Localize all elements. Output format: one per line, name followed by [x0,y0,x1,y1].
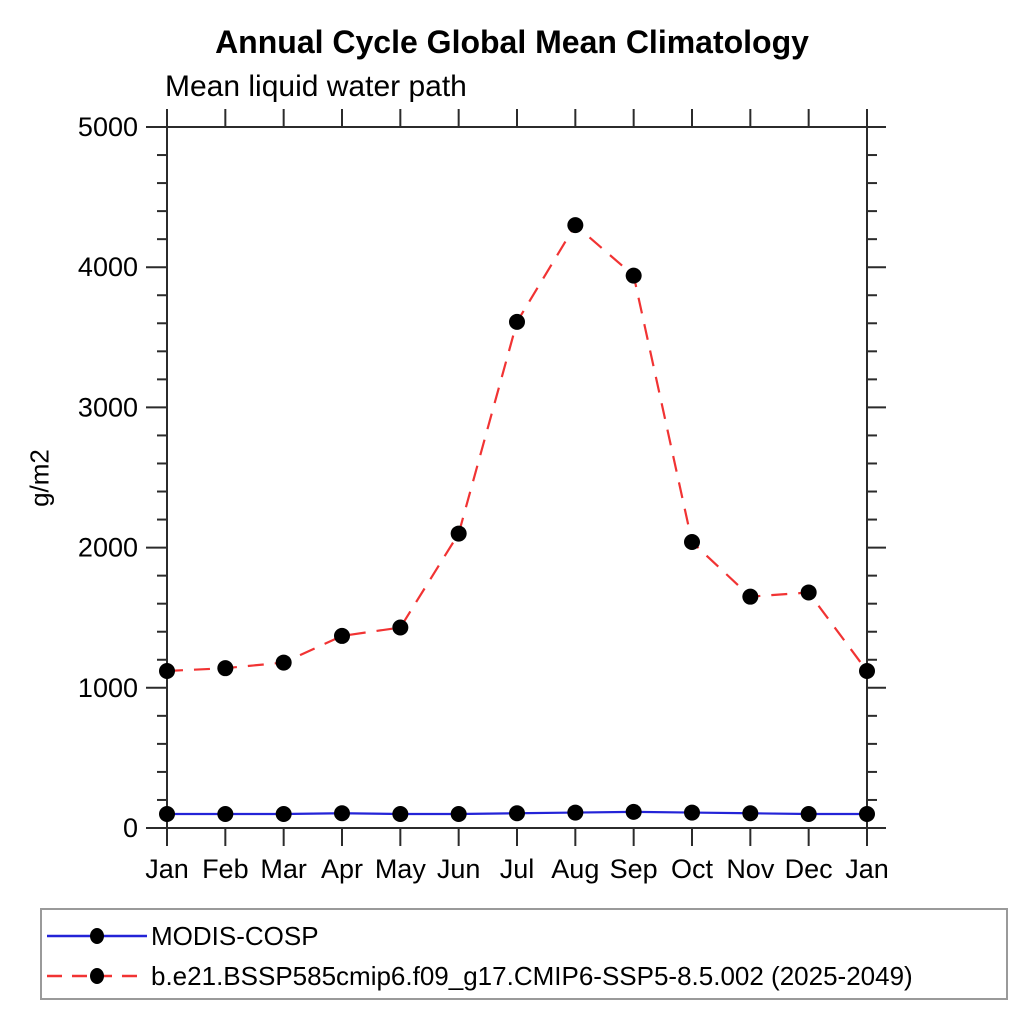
legend-line-sample-dashed [47,968,147,984]
x-tick-label: Jun [437,854,481,884]
legend: MODIS-COSP b.e21.BSSP585cmip6.f09_g17.CM… [40,908,1008,1000]
legend-label-observation: MODIS-COSP [151,920,319,951]
data-point-s1-Dec [800,584,817,601]
page-title: Annual Cycle Global Mean Climatology [215,24,809,60]
data-point-s0-Jul [509,805,525,822]
x-tick-label: Nov [726,854,775,884]
data-point-s0-Jun [450,805,467,822]
data-point-s1-Sep [625,267,642,284]
data-point-s1-Mar [275,654,292,671]
data-point-s0-Nov [742,805,759,822]
data-point-s1-Nov [742,588,759,605]
legend-item-model: b.e21.BSSP585cmip6.f09_g17.CMIP6-SSP5-8.… [47,960,913,991]
data-point-s0-Sep [625,803,642,820]
y-tick-label: 2000 [78,533,138,563]
y-tick-label: 4000 [78,252,138,282]
data-point-s1-Jul [509,313,525,330]
data-point-s1-Jun [450,525,467,542]
data-point-s0-Aug [567,804,584,821]
legend-item-modis-cosp: MODIS-COSP [47,920,319,951]
data-point-s0-Jan [859,805,875,822]
series-line-1 [166,223,868,673]
data-point-s1-Apr [334,627,350,644]
x-tick-label: Aug [551,854,599,884]
x-tick-label: Dec [785,854,833,884]
x-tick-label: Mar [260,854,307,884]
data-point-s0-Jan [159,805,175,822]
x-tick-label: Jul [500,854,535,884]
data-point-s0-May [392,805,409,822]
data-point-s1-May [392,619,409,636]
data-point-s0-Dec [800,805,817,822]
x-tick-label: Jan [145,854,189,884]
x-tick-label: Apr [321,854,363,884]
legend-line-sample-solid [47,928,147,944]
data-point-s0-Apr [334,805,350,822]
x-tick-label: Feb [202,854,249,884]
y-tick-label: 3000 [78,392,138,422]
data-point-s1-Feb [217,660,234,677]
data-point-s0-Oct [684,804,700,821]
plot-frame [166,126,868,829]
y-tick-label: 5000 [78,112,138,142]
data-point-s0-Feb [217,805,234,822]
data-point-s0-Mar [275,805,292,822]
x-tick-label: Jan [845,854,889,884]
y-tick-label: 0 [123,813,138,843]
data-point-s1-Jan [859,662,875,679]
data-point-s1-Oct [684,533,700,550]
data-point-s1-Jan [159,662,175,679]
chart-subtitle: Mean liquid water path [165,70,467,103]
data-point-s1-Aug [567,217,584,234]
y-tick-label: 1000 [78,673,138,703]
x-tick-label: Oct [671,854,714,884]
x-tick-label: May [375,854,427,884]
legend-label-model-run: b.e21.BSSP585cmip6.f09_g17.CMIP6-SSP5-8.… [151,960,913,991]
x-tick-label: Sep [610,854,658,884]
